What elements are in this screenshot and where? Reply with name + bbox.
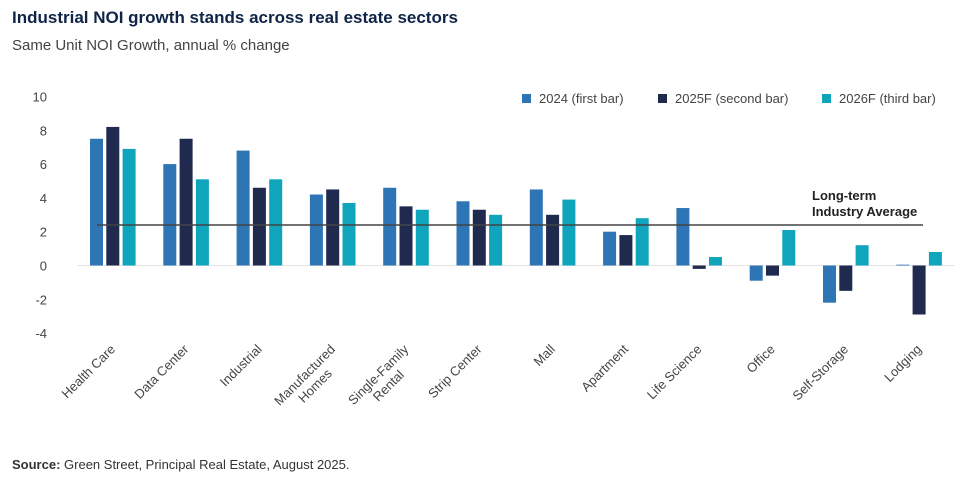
bar-2	[489, 214, 503, 266]
x-tick-label: Industrial	[217, 341, 265, 389]
x-tick-label: Data Center	[131, 341, 192, 402]
bar-0	[676, 208, 690, 266]
x-tick-label: ManufacturedHomes	[271, 342, 348, 419]
legend-label-0: 2024 (first bar)	[539, 91, 624, 106]
bar-2	[269, 179, 283, 266]
bar-2	[855, 245, 869, 266]
x-tick-label: Apartment	[578, 341, 631, 394]
y-tick-label: 2	[40, 225, 47, 240]
x-tick-label: Strip Center	[425, 341, 485, 401]
bar-0	[383, 187, 397, 266]
x-tick-label: Single-FamilyRental	[345, 341, 422, 418]
x-tick-label: Self-Storage	[789, 342, 851, 404]
bar-2	[709, 257, 722, 266]
bar-1	[326, 189, 340, 266]
chart-subtitle: Same Unit NOI Growth, annual % change	[12, 37, 290, 54]
x-tick-label: Health Care	[58, 342, 118, 402]
bar-2	[122, 148, 136, 266]
bar-1	[546, 214, 560, 266]
y-tick-label: 8	[40, 123, 47, 138]
bar-1	[252, 187, 266, 266]
bar-2	[928, 251, 942, 266]
x-tick-label: Office	[743, 342, 777, 376]
bar-chart: 10 8 6 4 2 0 -2 -4 Health Care Data Center Industr…	[33, 90, 955, 419]
y-tick-label: 10	[33, 90, 47, 105]
x-tick-label: Mall	[530, 341, 558, 369]
legend-swatch-1	[658, 94, 667, 103]
y-tick-label: 0	[40, 259, 47, 274]
bar-0	[163, 164, 177, 266]
reference-label-line1: Long-term	[812, 188, 876, 203]
bar-2	[415, 209, 429, 266]
legend-label-1: 2025F (second bar)	[675, 91, 788, 106]
bar-1	[399, 206, 413, 266]
bar-2	[195, 179, 209, 266]
bar-2	[342, 202, 356, 266]
reference-label-line2: Industry Average	[812, 204, 917, 219]
y-tick-label: 4	[40, 191, 47, 206]
bar-0	[236, 150, 250, 266]
x-tick-label: Life Science	[644, 342, 705, 403]
bar-1	[619, 235, 633, 266]
bar-1	[839, 265, 853, 291]
bar-0	[823, 265, 836, 303]
bar-0	[896, 264, 910, 266]
bar-0	[309, 194, 323, 266]
bar-1	[106, 126, 120, 266]
x-tick-label: Lodging	[881, 342, 924, 385]
bar-1	[692, 265, 706, 269]
legend-swatch-0	[522, 94, 531, 103]
legend-label-2: 2026F (third bar)	[839, 91, 936, 106]
bar-0	[456, 201, 470, 266]
y-tick-label: -4	[35, 326, 47, 341]
bar-0	[90, 138, 103, 266]
legend-swatch-2	[822, 94, 831, 103]
bar-2	[635, 218, 649, 266]
chart-title: Industrial NOI growth stands across real…	[12, 8, 458, 27]
bar-0	[603, 231, 617, 266]
bar-1	[472, 209, 486, 266]
y-tick-label: 6	[40, 157, 47, 172]
bar-1	[912, 265, 926, 315]
source-note: Source: Green Street, Principal Real Est…	[12, 457, 349, 472]
y-tick-label: -2	[35, 292, 47, 307]
bar-0	[529, 189, 543, 266]
bar-1	[179, 138, 193, 266]
source-label: Source:	[12, 457, 61, 472]
bar-1	[766, 265, 779, 276]
bar-0	[749, 265, 763, 281]
bar-2	[782, 230, 796, 266]
source-text: Green Street, Principal Real Estate, Aug…	[64, 457, 350, 472]
bar-2	[562, 199, 576, 266]
